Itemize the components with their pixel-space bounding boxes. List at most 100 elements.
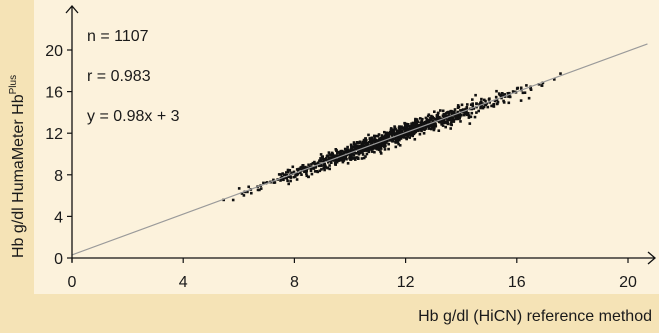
data-point (356, 156, 360, 160)
data-point (345, 157, 348, 161)
data-point (295, 168, 299, 171)
data-point (446, 122, 450, 126)
data-point (421, 126, 424, 130)
y-tick-label-0: 0 (54, 251, 63, 268)
data-point (472, 107, 476, 110)
data-point (406, 135, 409, 138)
data-point (469, 115, 473, 119)
data-point (463, 113, 466, 117)
data-point (460, 113, 463, 117)
data-point (413, 122, 416, 126)
data-point (372, 140, 376, 143)
data-point (464, 110, 467, 113)
data-point (240, 192, 244, 195)
data-point (398, 128, 401, 132)
data-point (444, 114, 448, 118)
data-point (289, 179, 292, 183)
data-point (309, 167, 313, 171)
data-point (389, 128, 393, 132)
data-point (492, 103, 495, 106)
data-point (477, 109, 480, 113)
data-point (475, 102, 478, 105)
data-point (395, 135, 398, 138)
data-point (424, 122, 428, 125)
data-point (383, 134, 387, 137)
data-point (454, 116, 458, 120)
data-point (305, 169, 308, 172)
data-point (492, 105, 496, 108)
data-point (383, 130, 386, 134)
data-point (433, 127, 436, 130)
chart-panel: 0 4 8 12 16 20 0 4 8 12 16 20 n = 1107 r = 0.983 y … (34, 0, 659, 294)
data-point (460, 103, 464, 107)
data-point (323, 162, 326, 166)
data-point (378, 137, 382, 140)
data-point (319, 157, 322, 160)
data-point (418, 132, 422, 136)
data-point (458, 112, 462, 116)
data-point (403, 126, 407, 129)
data-point (470, 107, 474, 111)
data-point (338, 158, 341, 161)
data-point (352, 145, 356, 149)
data-point (398, 138, 401, 142)
annotation-equation: y = 0.98x + 3 (87, 108, 180, 125)
data-point (373, 150, 376, 154)
annotation-n: n = 1107 (87, 28, 149, 45)
data-point (516, 86, 519, 90)
data-point (388, 130, 392, 134)
data-point (417, 129, 420, 133)
x-tick-label-8: 8 (290, 274, 299, 291)
data-point (313, 162, 317, 166)
data-point (321, 157, 325, 161)
data-point (435, 118, 438, 122)
data-point (374, 147, 378, 150)
data-point (318, 159, 321, 162)
data-point (437, 129, 441, 132)
data-point (412, 132, 416, 136)
data-point (408, 136, 411, 139)
data-point (418, 124, 421, 127)
data-point (480, 97, 483, 101)
points-layer (222, 72, 562, 202)
data-point (357, 153, 361, 156)
data-point (352, 142, 356, 146)
data-point (432, 116, 435, 120)
data-point (453, 108, 457, 111)
data-point (414, 130, 418, 134)
data-point (295, 172, 299, 176)
data-point (451, 111, 455, 114)
data-point (414, 120, 417, 124)
data-point (352, 153, 356, 157)
data-point (355, 141, 359, 144)
data-point (434, 124, 438, 128)
data-point (380, 134, 384, 137)
data-point (499, 94, 503, 97)
data-point (436, 117, 440, 120)
data-point (495, 98, 499, 102)
data-point (349, 148, 353, 151)
x-tick-label-0: 0 (68, 274, 77, 291)
data-point (231, 198, 235, 202)
data-point (441, 124, 445, 127)
data-point (367, 146, 371, 150)
data-point (456, 110, 459, 114)
data-point (390, 130, 393, 134)
data-point (282, 178, 285, 182)
data-point (364, 149, 367, 152)
data-point (501, 94, 505, 98)
data-point (346, 145, 349, 149)
data-point (314, 164, 318, 168)
data-point (487, 98, 491, 101)
data-point (447, 117, 451, 121)
data-point (378, 139, 381, 143)
x-tick-label-16: 16 (508, 274, 526, 291)
data-point (354, 144, 357, 147)
data-point (540, 84, 544, 87)
data-point (342, 155, 345, 159)
data-point (322, 167, 326, 170)
data-point (430, 114, 433, 118)
data-point (473, 115, 477, 119)
data-point (367, 133, 370, 137)
data-point (427, 113, 431, 116)
